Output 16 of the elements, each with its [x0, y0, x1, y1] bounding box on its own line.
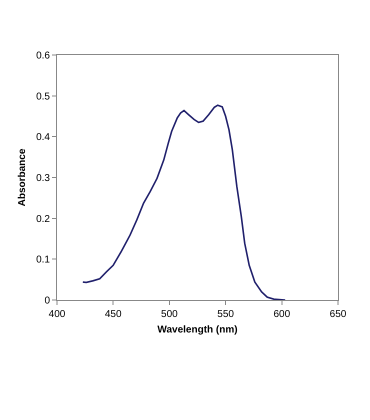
x-tick-label: 400 — [48, 309, 66, 320]
x-tick-label: 600 — [273, 309, 291, 320]
y-tick-label: 0.6 — [36, 50, 50, 62]
x-tick-label: 500 — [161, 309, 178, 320]
y-axis-title: Absorbance — [17, 148, 28, 206]
x-tick-label: 550 — [217, 309, 234, 320]
x-axis-title: Wavelength (nm) — [157, 324, 238, 336]
line-series — [82, 104, 286, 300]
y-tick-label: 0.3 — [36, 173, 50, 184]
y-tick-label: 0.2 — [36, 214, 50, 225]
x-tick-label: 450 — [104, 309, 122, 320]
y-tick-label: 0.5 — [36, 91, 50, 102]
y-tick-label: 0.1 — [36, 254, 50, 266]
y-tick-label: 0 — [44, 296, 50, 306]
y-tick-label: 0.4 — [36, 132, 50, 144]
x-tick-label: 650 — [330, 309, 347, 320]
